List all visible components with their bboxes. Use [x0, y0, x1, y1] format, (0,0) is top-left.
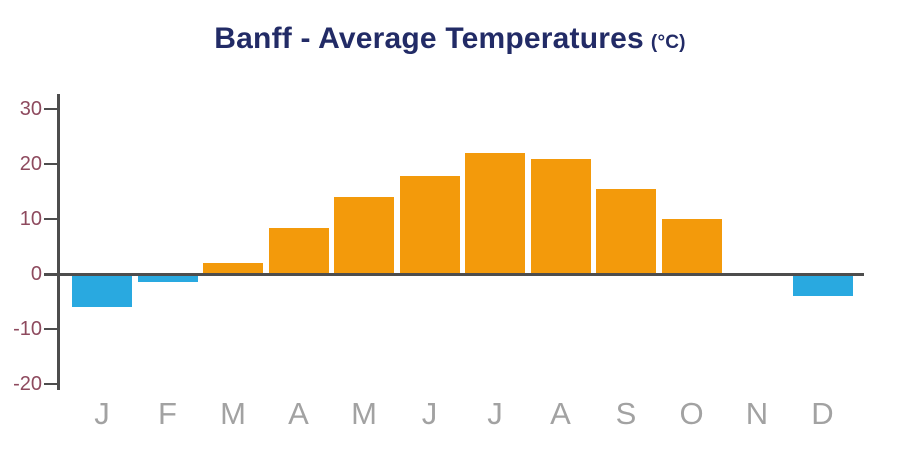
- y-tick-20: [44, 163, 60, 165]
- y-tick-label-10: 10: [19, 208, 42, 230]
- x-label-feb: F: [158, 396, 177, 431]
- bar-apr: [268, 228, 329, 274]
- bar-oct: [661, 219, 722, 274]
- y-tick-label-0: 0: [30, 263, 42, 285]
- bar-mar: [203, 263, 263, 274]
- chart-title: Banff - Average Temperatures (°C): [0, 22, 900, 56]
- bar-jun: [399, 176, 460, 274]
- bar-aug: [530, 158, 591, 274]
- zero-baseline: [44, 272, 864, 276]
- x-label-may: M: [351, 396, 377, 431]
- y-tick-label--10: -10: [13, 318, 42, 340]
- y-tick-10: [44, 218, 60, 220]
- bar-may: [334, 197, 394, 274]
- bar-dec: [792, 274, 853, 296]
- x-label-mar: M: [220, 396, 246, 431]
- x-label-apr: A: [288, 396, 309, 431]
- bar-sep: [596, 188, 656, 274]
- y-tick-label--20: -20: [13, 373, 42, 395]
- chart-title-text: Banff - Average Temperatures: [214, 22, 644, 55]
- x-label-aug: A: [550, 396, 571, 431]
- bar-jul: [465, 153, 525, 274]
- chart-title-unit: (°C): [650, 32, 686, 53]
- x-label-jul: J: [487, 396, 503, 431]
- y-tick-label-30: 30: [19, 98, 42, 120]
- x-label-jan: J: [94, 396, 110, 431]
- bar-feb: [137, 274, 198, 283]
- y-axis-line: [56, 94, 60, 390]
- x-label-sep: S: [615, 396, 637, 431]
- x-label-jun: J: [421, 396, 438, 431]
- x-label-dec: D: [811, 396, 834, 431]
- bar-jan: [72, 274, 132, 307]
- y-tick-30: [44, 108, 60, 110]
- x-label-nov: N: [745, 396, 769, 431]
- y-tick--20: [44, 383, 60, 385]
- y-tick-label-20: 20: [19, 153, 42, 175]
- y-tick--10: [44, 328, 60, 330]
- x-label-oct: O: [679, 396, 704, 431]
